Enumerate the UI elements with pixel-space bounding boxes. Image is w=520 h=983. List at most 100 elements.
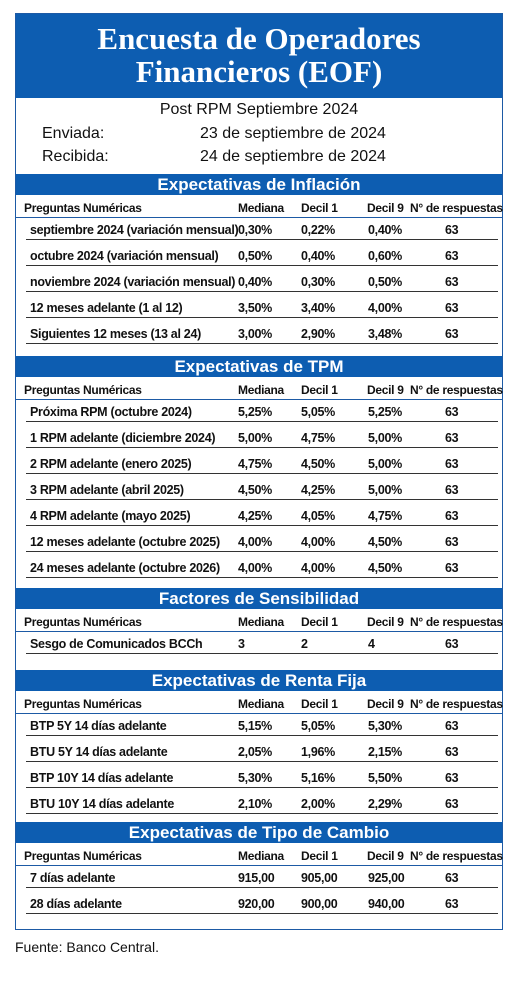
table-row: octubre 2024 (variación mensual) 0,50% 0,4… xyxy=(16,243,502,268)
title-line-1: Encuesta de Operadores xyxy=(97,21,421,56)
cell-decile-9: 4 xyxy=(368,637,375,651)
column-header-row: Preguntas Numéricas Mediana Decil 1 Decil 9… xyxy=(16,843,503,865)
cell-question: Sesgo de Comunicados BCCh xyxy=(30,637,203,651)
cell-median: 5,15% xyxy=(238,719,272,733)
table-row: Siguientes 12 meses (13 al 24) 3,00% 2,90%… xyxy=(16,321,502,346)
row-underline xyxy=(26,653,498,654)
column-header-row: Preguntas Numéricas Mediana Decil 1 Decil 9… xyxy=(16,691,503,713)
cell-question: noviembre 2024 (variación mensual) xyxy=(30,275,236,289)
cell-decile-1: 900,00 xyxy=(301,897,338,911)
cell-responses: 63 xyxy=(445,535,459,549)
cell-responses: 63 xyxy=(445,509,459,523)
cell-median: 5,25% xyxy=(238,405,272,419)
cell-decile-9: 5,30% xyxy=(368,719,402,733)
column-header-question: Preguntas Numéricas xyxy=(24,697,142,711)
row-underline xyxy=(26,317,498,318)
row-underline xyxy=(26,343,498,344)
column-header-decile-1: Decil 1 xyxy=(301,383,338,397)
cell-decile-1: 0,22% xyxy=(301,223,335,237)
column-header-responses: N° de respuestas xyxy=(410,849,503,863)
column-header-responses: N° de respuestas xyxy=(410,615,503,629)
cell-responses: 63 xyxy=(445,483,459,497)
cell-decile-1: 0,30% xyxy=(301,275,335,289)
row-underline xyxy=(26,265,498,266)
cell-question: Siguientes 12 meses (13 al 24) xyxy=(30,327,201,341)
cell-decile-1: 3,40% xyxy=(301,301,335,315)
column-header-row: Preguntas Numéricas Mediana Decil 1 Decil 9… xyxy=(16,195,503,217)
cell-responses: 63 xyxy=(445,745,459,759)
table-row: 1 RPM adelante (diciembre 2024) 5,00% 4,75… xyxy=(16,425,502,450)
cell-decile-9: 4,50% xyxy=(368,535,402,549)
header-rule xyxy=(16,631,502,632)
cell-decile-1: 2 xyxy=(301,637,308,651)
cell-median: 2,05% xyxy=(238,745,272,759)
cell-responses: 63 xyxy=(445,719,459,733)
table-row: 12 meses adelante (1 al 12) 3,50% 3,40% 4,0… xyxy=(16,295,502,320)
cell-question: 12 meses adelante (1 al 12) xyxy=(30,301,183,315)
cell-responses: 63 xyxy=(445,637,459,651)
cell-question: 2 RPM adelante (enero 2025) xyxy=(30,457,192,471)
cell-decile-9: 5,50% xyxy=(368,771,402,785)
row-underline xyxy=(26,421,498,422)
table-row: BTU 5Y 14 días adelante 2,05% 1,96% 2,15% 63 xyxy=(16,739,502,764)
table-row: BTU 10Y 14 días adelante 2,10% 2,00% 2,29% 6… xyxy=(16,791,502,816)
report-frame: Encuesta de Operadores Financieros (EOF)… xyxy=(15,13,503,930)
row-underline xyxy=(26,577,498,578)
table-row: BTP 5Y 14 días adelante 5,15% 5,05% 5,30% 63 xyxy=(16,713,502,738)
row-underline xyxy=(26,887,498,888)
cell-decile-1: 4,05% xyxy=(301,509,335,523)
sent-label: Enviada: xyxy=(42,125,105,142)
column-header-decile-9: Decil 9 xyxy=(367,201,404,215)
cell-question: 3 RPM adelante (abril 2025) xyxy=(30,483,184,497)
cell-decile-9: 5,00% xyxy=(368,483,402,497)
cell-decile-1: 5,05% xyxy=(301,405,335,419)
column-header-median: Mediana xyxy=(238,615,284,629)
cell-responses: 63 xyxy=(445,431,459,445)
cell-decile-1: 4,00% xyxy=(301,561,335,575)
cell-decile-1: 4,00% xyxy=(301,535,335,549)
cell-median: 2,10% xyxy=(238,797,272,811)
cell-decile-1: 4,25% xyxy=(301,483,335,497)
column-header-responses: N° de respuestas xyxy=(410,201,503,215)
cell-median: 4,00% xyxy=(238,561,272,575)
cell-median: 3,00% xyxy=(238,327,272,341)
table-row: Próxima RPM (octubre 2024) 5,25% 5,05% 5,25… xyxy=(16,399,502,424)
cell-median: 0,30% xyxy=(238,223,272,237)
table-row: Sesgo de Comunicados BCCh 3 2 4 63 xyxy=(16,631,502,656)
column-header-median: Mediana xyxy=(238,697,284,711)
cell-decile-9: 2,29% xyxy=(368,797,402,811)
cell-decile-9: 5,00% xyxy=(368,457,402,471)
table-row: 7 días adelante 915,00 905,00 925,00 63 xyxy=(16,865,502,890)
cell-decile-9: 5,25% xyxy=(368,405,402,419)
column-header-decile-1: Decil 1 xyxy=(301,615,338,629)
column-header-question: Preguntas Numéricas xyxy=(24,383,142,397)
cell-decile-9: 5,00% xyxy=(368,431,402,445)
table-row: 24 meses adelante (octubre 2026) 4,00% 4,0… xyxy=(16,555,502,580)
cell-decile-1: 4,50% xyxy=(301,457,335,471)
cell-median: 4,75% xyxy=(238,457,272,471)
title-banner: Encuesta de Operadores Financieros (EOF) xyxy=(16,14,502,98)
row-underline xyxy=(26,913,498,914)
row-underline xyxy=(26,551,498,552)
section-header: Expectativas de Tipo de Cambio xyxy=(16,822,502,843)
cell-decile-9: 0,40% xyxy=(368,223,402,237)
cell-decile-1: 2,00% xyxy=(301,797,335,811)
row-underline xyxy=(26,735,498,736)
cell-median: 915,00 xyxy=(238,871,275,885)
column-header-question: Preguntas Numéricas xyxy=(24,201,142,215)
column-header-median: Mediana xyxy=(238,201,284,215)
column-header-decile-9: Decil 9 xyxy=(367,697,404,711)
cell-decile-1: 5,05% xyxy=(301,719,335,733)
cell-question: 1 RPM adelante (diciembre 2024) xyxy=(30,431,216,445)
row-underline xyxy=(26,525,498,526)
cell-question: 12 meses adelante (octubre 2025) xyxy=(30,535,220,549)
header-rule xyxy=(16,865,502,866)
cell-question: 4 RPM adelante (mayo 2025) xyxy=(30,509,191,523)
table-row: BTP 10Y 14 días adelante 5,30% 5,16% 5,50% 6… xyxy=(16,765,502,790)
column-header-median: Mediana xyxy=(238,849,284,863)
cell-decile-9: 4,75% xyxy=(368,509,402,523)
cell-responses: 63 xyxy=(445,223,459,237)
source-footnote: Fuente: Banco Central. xyxy=(15,939,159,955)
table-row: noviembre 2024 (variación mensual) 0,40% 0… xyxy=(16,269,502,294)
cell-median: 5,00% xyxy=(238,431,272,445)
